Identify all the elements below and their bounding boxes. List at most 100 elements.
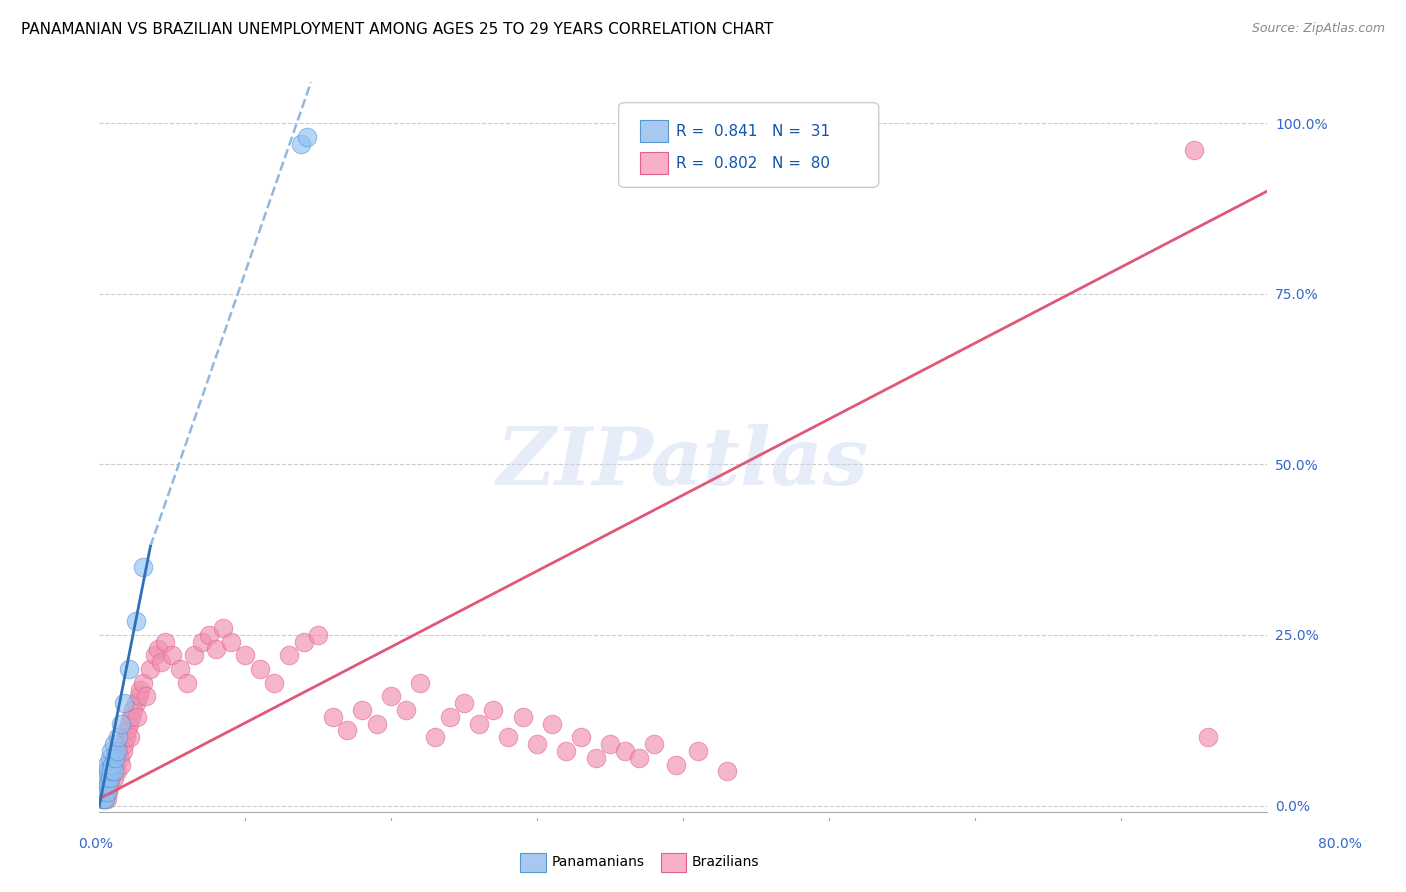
Point (94, 785, 117, 799)
Text: Source: ZipAtlas.com: Source: ZipAtlas.com (1251, 22, 1385, 36)
Point (1182, 144, 1205, 158)
Point (143, 648, 166, 663)
Point (183, 648, 205, 663)
Point (121, 710, 143, 724)
Point (94, 764, 117, 779)
Point (716, 764, 738, 779)
Point (569, 731, 592, 745)
Point (153, 634, 176, 648)
Point (107, 744, 129, 758)
Point (423, 731, 446, 745)
Point (100, 744, 122, 758)
Point (482, 703, 505, 717)
Point (686, 744, 709, 758)
Point (149, 655, 172, 669)
Point (112, 737, 135, 751)
Point (665, 757, 688, 772)
Point (233, 648, 256, 663)
Point (496, 731, 519, 745)
Point (307, 628, 329, 642)
Point (135, 690, 157, 704)
Point (628, 751, 651, 765)
Point (101, 764, 124, 779)
Point (409, 675, 432, 690)
Point (125, 696, 148, 710)
Point (97, 778, 120, 792)
Text: PANAMANIAN VS BRAZILIAN UNEMPLOYMENT AMONG AGES 25 TO 29 YEARS CORRELATION CHART: PANAMANIAN VS BRAZILIAN UNEMPLOYMENT AMO… (21, 22, 773, 37)
Point (127, 710, 149, 724)
Point (91, 778, 114, 792)
Point (91, 785, 114, 799)
Point (93, 785, 115, 799)
Text: Brazilians: Brazilians (692, 855, 759, 869)
Point (292, 634, 315, 648)
Point (439, 710, 461, 724)
Point (162, 648, 184, 663)
Point (190, 634, 212, 648)
Point (97, 764, 120, 779)
Point (90, 785, 112, 799)
Point (169, 662, 191, 676)
Point (98, 764, 121, 779)
Point (94, 791, 117, 805)
Point (555, 744, 578, 758)
Point (117, 662, 139, 676)
Point (366, 716, 388, 731)
Point (103, 737, 125, 751)
Point (94, 778, 117, 792)
Point (336, 723, 359, 738)
Point (146, 641, 169, 656)
Point (105, 764, 128, 779)
Text: Panamanians: Panamanians (551, 855, 644, 869)
Point (108, 751, 131, 765)
Point (263, 675, 285, 690)
Point (98, 771, 121, 785)
Text: R =  0.802   N =  80: R = 0.802 N = 80 (676, 156, 831, 170)
Point (101, 757, 124, 772)
Text: R =  0.841   N =  31: R = 0.841 N = 31 (676, 124, 831, 138)
Point (103, 764, 125, 779)
Point (453, 696, 475, 710)
Point (128, 690, 150, 704)
Point (512, 710, 534, 724)
Point (115, 723, 138, 738)
Point (380, 690, 402, 704)
Point (540, 716, 562, 731)
Point (350, 703, 373, 717)
Point (100, 771, 122, 785)
Point (103, 771, 125, 785)
Point (93, 791, 115, 805)
Point (96, 778, 118, 792)
Point (96, 791, 118, 805)
Point (613, 744, 636, 758)
Point (290, 136, 312, 151)
Point (599, 737, 621, 751)
Point (468, 716, 491, 731)
Point (139, 662, 162, 676)
Point (125, 615, 148, 629)
Text: 0.0%: 0.0% (79, 837, 112, 851)
Point (107, 731, 129, 745)
Point (91, 791, 114, 805)
Point (122, 703, 145, 717)
Point (104, 757, 127, 772)
Point (103, 751, 125, 765)
Point (198, 628, 221, 642)
Point (93, 791, 115, 805)
Point (111, 744, 134, 758)
Point (118, 731, 141, 745)
Point (100, 757, 122, 772)
Point (212, 621, 235, 635)
Point (129, 682, 152, 697)
Point (98, 751, 121, 765)
Point (105, 744, 128, 758)
Point (322, 710, 344, 724)
Point (96, 771, 118, 785)
Point (96, 757, 118, 772)
Point (585, 751, 607, 765)
Point (395, 703, 418, 717)
Point (249, 662, 271, 676)
Point (219, 634, 242, 648)
Point (278, 648, 301, 663)
Point (100, 764, 122, 779)
